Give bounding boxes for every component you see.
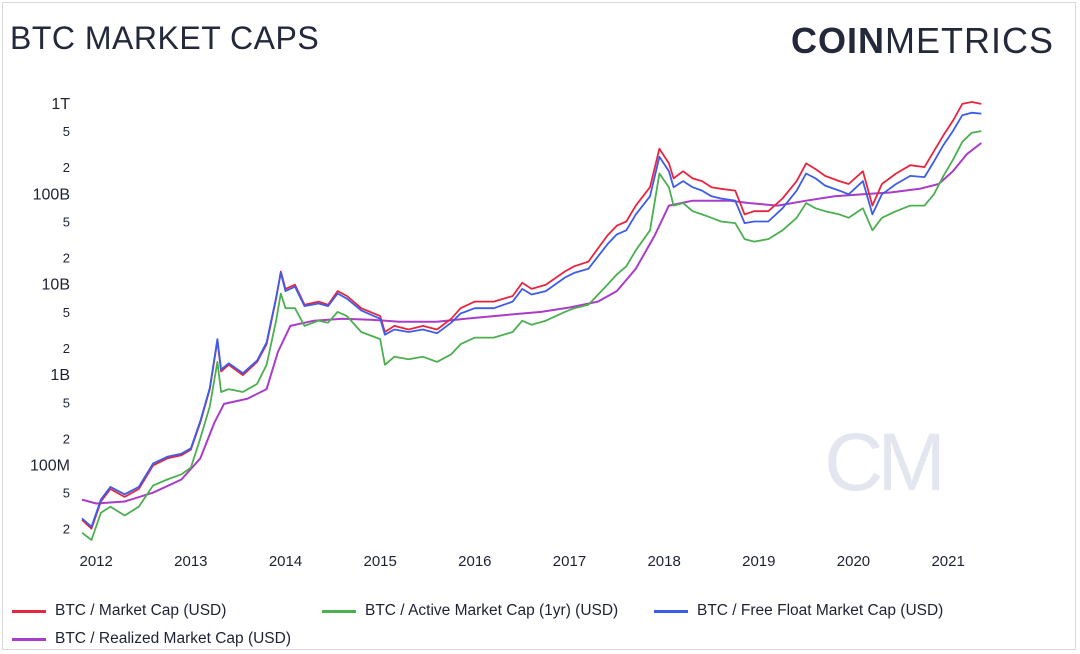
y-tick-label: 5 (63, 124, 70, 139)
y-tick-label: 2 (63, 160, 70, 175)
x-tick-label: 2013 (174, 553, 207, 570)
legend-swatch-free-float-market-cap (654, 609, 688, 613)
y-tick-label: 2 (63, 522, 70, 537)
x-tick-label: 2021 (931, 553, 964, 570)
x-tick-label: 2017 (553, 553, 586, 570)
y-axis: 2 5 100M 2 5 1B 2 5 10B 2 5 100B 2 5 1T (30, 96, 70, 537)
y-tick-label: 1T (51, 96, 70, 113)
x-tick-label: 2015 (363, 553, 396, 570)
legend-label-free-float-market-cap: BTC / Free Float Market Cap (USD) (697, 602, 944, 619)
legend-swatch-market-cap (12, 609, 46, 613)
watermark-logo: CM (824, 417, 940, 508)
x-tick-label: 2012 (80, 553, 113, 570)
x-tick-label: 2014 (269, 553, 302, 570)
legend-swatch-active-market-cap (322, 609, 356, 613)
legend-item-market-cap[interactable]: BTC / Market Cap (USD) (12, 602, 226, 620)
series-layer (81, 101, 982, 541)
brand-logo-light: METRICS (885, 20, 1054, 61)
y-tick-label: 5 (63, 395, 70, 410)
x-tick-label: 2016 (458, 553, 491, 570)
series-line-active-market-cap (81, 130, 982, 541)
legend-item-free-float-market-cap[interactable]: BTC / Free Float Market Cap (USD) (654, 602, 943, 620)
y-tick-label: 5 (63, 305, 70, 320)
series-line-realized-market-cap (81, 142, 982, 505)
legend-item-realized-market-cap[interactable]: BTC / Realized Market Cap (USD) (12, 630, 291, 648)
y-tick-label: 1B (50, 367, 70, 384)
x-tick-label: 2020 (837, 553, 870, 570)
brand-logo-bold: COIN (791, 20, 885, 61)
x-tick-label: 2019 (742, 553, 775, 570)
y-tick-label: 10B (42, 277, 70, 294)
y-tick-label: 2 (63, 431, 70, 446)
y-tick-label: 2 (63, 251, 70, 266)
x-axis: 2012 2013 2014 2015 2016 2017 2018 2019 2020 2021 (80, 553, 965, 570)
legend-label-active-market-cap: BTC / Active Market Cap (1yr) (USD) (365, 602, 619, 619)
legend-label-market-cap: BTC / Market Cap (USD) (55, 602, 227, 619)
y-tick-label: 5 (63, 486, 70, 501)
brand-logo: COINMETRICS (791, 20, 1054, 62)
legend-item-active-market-cap[interactable]: BTC / Active Market Cap (1yr) (USD) (322, 602, 618, 620)
y-tick-label: 2 (63, 341, 70, 356)
y-tick-label: 5 (63, 215, 70, 230)
legend-swatch-realized-market-cap (12, 637, 46, 641)
chart-title: BTC MARKET CAPS (10, 20, 320, 56)
y-tick-label: 100M (30, 458, 70, 475)
series-line-free-float-market-cap (81, 111, 982, 528)
y-tick-label: 100B (33, 186, 70, 203)
legend-label-realized-market-cap: BTC / Realized Market Cap (USD) (55, 630, 292, 647)
series-line-market-cap (81, 101, 982, 530)
x-tick-label: 2018 (647, 553, 680, 570)
